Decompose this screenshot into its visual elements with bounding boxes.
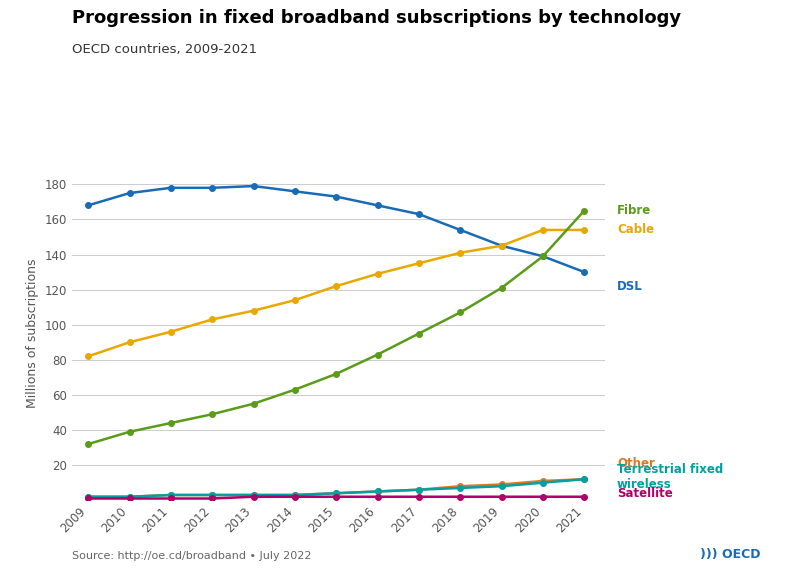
Text: Satellite: Satellite [617, 486, 673, 500]
Text: Progression in fixed broadband subscriptions by technology: Progression in fixed broadband subscript… [72, 9, 681, 26]
Text: Source: http://oe.cd/broadband • July 2022: Source: http://oe.cd/broadband • July 20… [72, 551, 311, 561]
Y-axis label: Millions of subscriptions: Millions of subscriptions [25, 259, 39, 408]
Text: Cable: Cable [617, 224, 654, 236]
Text: Other: Other [617, 457, 655, 470]
Text: Terrestrial fixed
wireless: Terrestrial fixed wireless [617, 463, 723, 492]
Text: Fibre: Fibre [617, 204, 651, 217]
Text: OECD countries, 2009-2021: OECD countries, 2009-2021 [72, 43, 257, 56]
Text: DSL: DSL [617, 279, 642, 293]
Text: ))) OECD: ))) OECD [700, 547, 761, 561]
